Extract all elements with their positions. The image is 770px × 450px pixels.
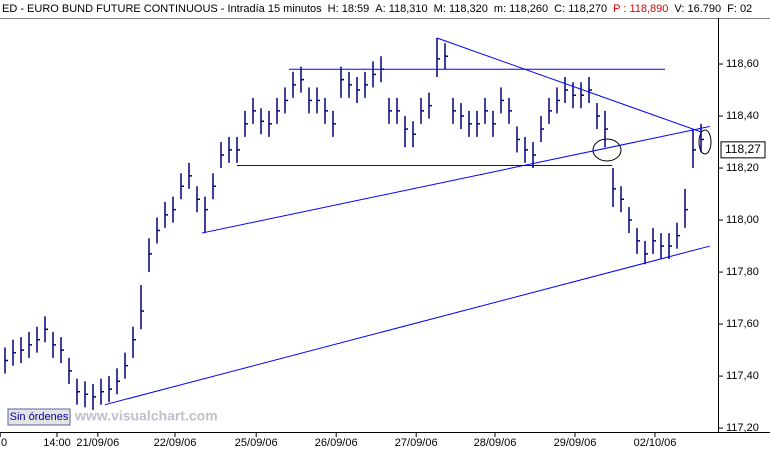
y-tick-label: 117,80 [726,266,759,278]
y-tick-label: 117,60 [726,318,759,330]
header: ED - EURO BUND FUTURE CONTINUOUS - Intra… [2,3,752,15]
x-tick-label: 14:00 [43,437,71,449]
x-tick-label: 02/10/06 [634,437,677,449]
y-tick-label: 117,40 [726,370,759,382]
y-tick-label: 118,40 [726,110,759,122]
y-tick-label: 118,60 [726,58,759,70]
last-price-label: 118,27 [725,142,761,156]
trendline [436,37,701,133]
header-item: V: 16.790 [674,3,721,15]
last-price-box [720,141,766,159]
annotation-ellipse [698,129,712,155]
x-tick-label: 28/09/06 [474,437,517,449]
y-tick-label: 118,00 [726,214,759,226]
x-tick-label: 22/09/06 [154,437,197,449]
x-tick-label: 25/09/06 [235,437,278,449]
header-alert: P : 118,890 [613,3,668,15]
x-tick-label: 26/09/06 [315,437,358,449]
header-item: F: 02 [727,3,752,15]
orders-button-label[interactable]: Sin órdenes [10,411,69,423]
x-tick-label: 21/09/06 [76,437,119,449]
watermark: www.visualchart.com [74,408,218,424]
x-tick-label: 0 [1,437,7,449]
annotation-ellipse [592,138,622,162]
trendline [201,125,710,234]
header-item: m: 118,260 [494,3,548,15]
header-item: H: 18:59 [328,3,370,15]
header-item: A: 118,310 [375,3,427,15]
x-tick-label: 29/09/06 [554,437,597,449]
header-title: ED - EURO BUND FUTURE CONTINUOUS - Intra… [2,3,322,15]
trendline [104,245,710,406]
x-tick-label: 27/09/06 [395,437,438,449]
header-item: M: 118,320 [434,3,488,15]
header-item: C: 118,270 [554,3,607,15]
orders-button[interactable] [7,408,71,426]
y-tick-label: 118,20 [726,162,759,174]
y-tick-label: 117,20 [726,422,759,434]
